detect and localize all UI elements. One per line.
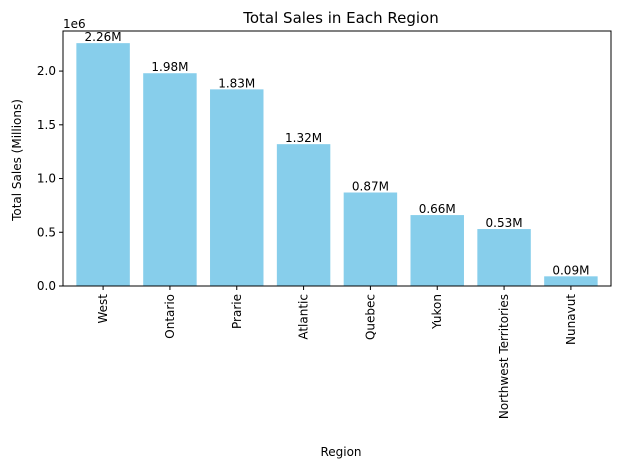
data-label: 1.98M — [151, 60, 188, 74]
x-tick-label: Nunavut — [564, 294, 578, 345]
bar-yukon — [410, 215, 464, 286]
x-tick-label: West — [96, 294, 110, 324]
y-tick-label: 2.0 — [37, 64, 56, 78]
data-label: 0.09M — [552, 263, 589, 277]
y-tick-label: 1.0 — [37, 172, 56, 186]
data-label: 0.66M — [419, 202, 456, 216]
data-label: 0.53M — [486, 216, 523, 230]
y-tick-label: 1.5 — [37, 118, 56, 132]
bar-ontario — [143, 73, 197, 286]
bar-west — [76, 43, 130, 287]
x-tick-label: Prarie — [230, 294, 244, 329]
plot-frame — [62, 30, 612, 287]
bar-prarie — [210, 89, 264, 286]
data-label: 1.83M — [218, 76, 255, 90]
y-tick-label: 0.0 — [37, 279, 56, 293]
bar-northwest-territories — [477, 229, 531, 286]
bar-quebec — [343, 192, 398, 286]
data-label: 0.87M — [352, 180, 389, 194]
x-tick-label: Yukon — [430, 294, 444, 330]
data-label: 1.32M — [285, 131, 322, 145]
y-tick-label: 0.5 — [37, 225, 56, 239]
chart-title: Total Sales in Each Region — [242, 9, 438, 27]
data-labels-group: 2.26M 1.98M 1.83M 1.32M 0.87M 0.66M 0.53M 0.09M — [85, 30, 590, 277]
x-tick-label: Northwest Territories — [497, 294, 511, 419]
x-tick-label: Atlantic — [297, 294, 311, 340]
y-axis-label: Total Sales (Millions) — [10, 99, 24, 222]
y-offset-text: 1e6 — [63, 17, 86, 31]
x-axis-ticks: West Ontario Prarie Atlantic Quebec Yukon Nort… — [96, 286, 578, 419]
bar-atlantic — [276, 144, 331, 286]
x-tick-label: Quebec — [363, 294, 377, 340]
x-axis-label: Region — [320, 445, 361, 459]
bars-group — [76, 43, 598, 287]
y-axis-ticks: 0.0 0.5 1.0 1.5 2.0 — [37, 64, 63, 293]
bar-nunavut — [544, 276, 598, 286]
x-tick-label: Ontario — [163, 294, 177, 339]
data-label: 2.26M — [85, 30, 122, 44]
